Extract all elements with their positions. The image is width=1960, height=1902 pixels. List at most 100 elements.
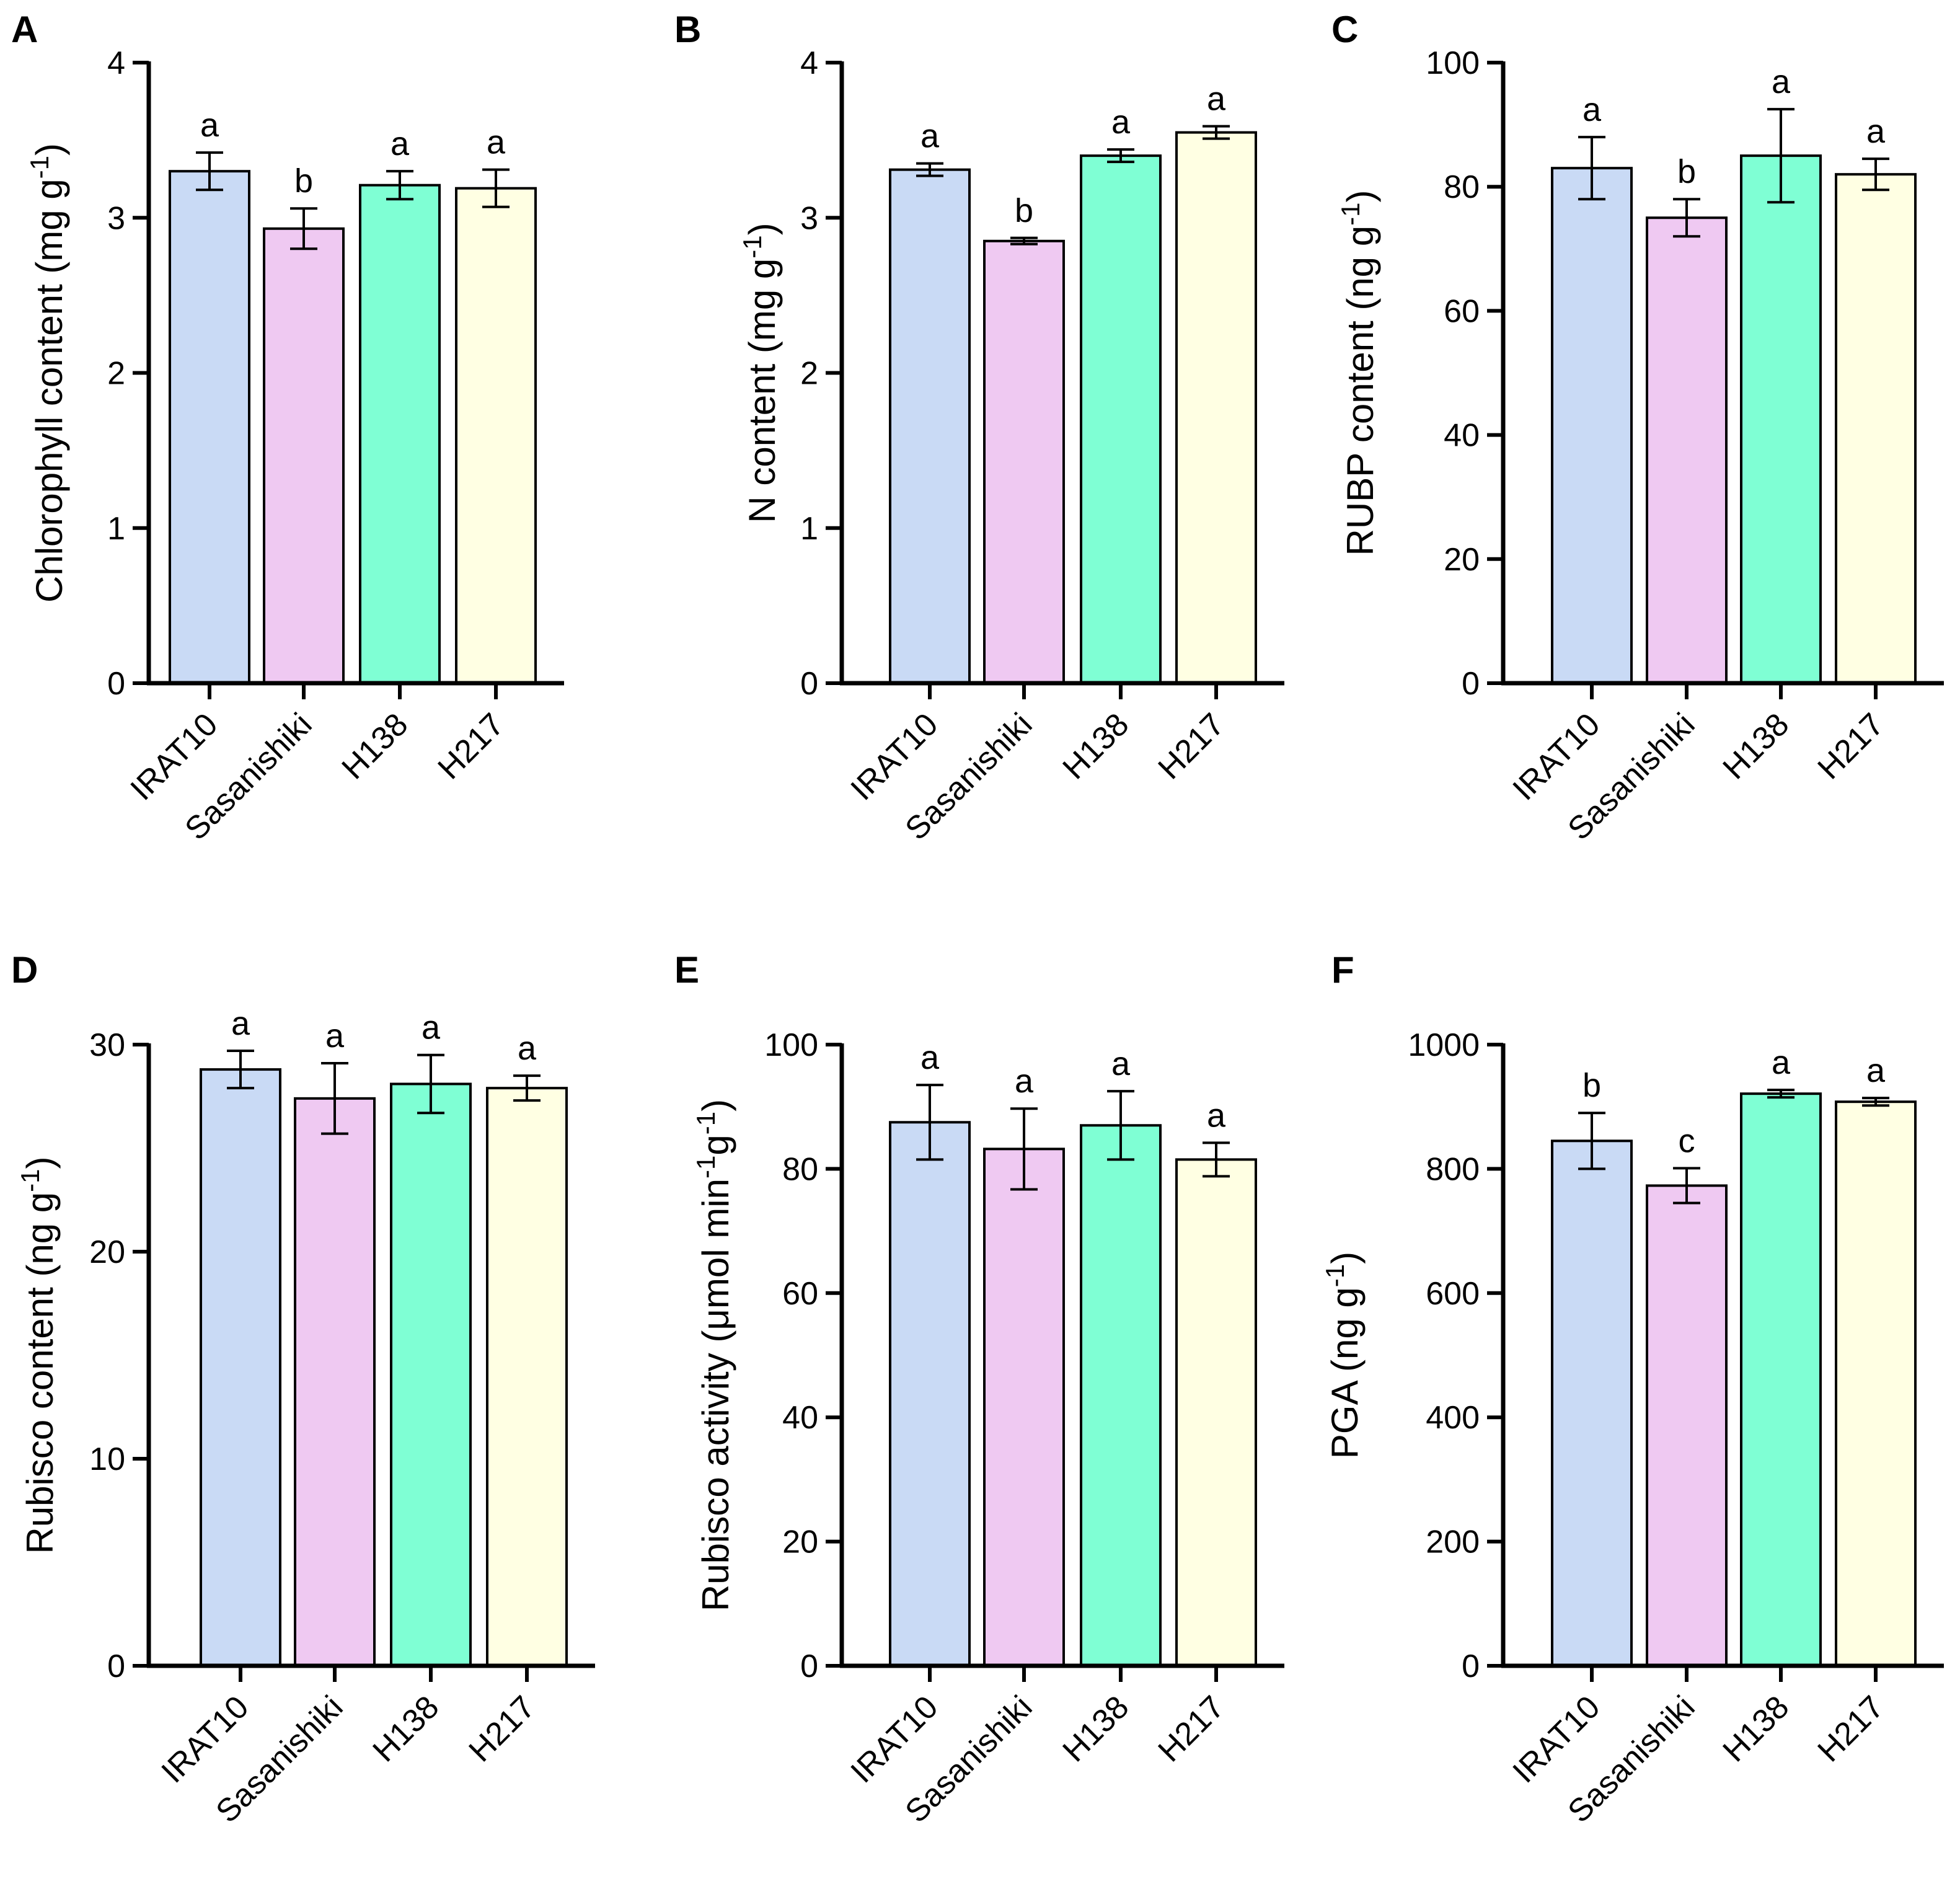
y-axis-title-part: Chlorophyll content (mg g [29,179,70,603]
significance-letter: b [1677,153,1696,190]
bar-h138 [1080,1124,1162,1667]
error-bar [1862,1097,1889,1107]
significance-letter: a [325,1017,345,1055]
significance-letter: a [920,1039,940,1076]
significance-letter: b [1583,1067,1601,1104]
x-tick-label: H217 [1811,1689,1891,1769]
y-axis-title-part: ) [1324,1252,1366,1264]
y-tick-label: 2 [800,356,818,392]
bar-h217 [1835,1100,1917,1667]
y-tick-label: 20 [89,1234,125,1270]
x-tick-label: H217 [1152,706,1232,786]
error-bar [482,168,510,208]
y-tick-label: 800 [1426,1151,1480,1187]
bar-h138 [1740,1092,1822,1667]
panel-letter: A [11,9,38,50]
y-axis-title: Rubisco activity (μmol min-1g-1) [691,1099,736,1611]
x-tick-label: H217 [1811,706,1891,786]
bar-sasanishiki [983,239,1065,685]
bar-sasanishiki [1646,1184,1728,1667]
y-tick-label: 0 [800,666,818,702]
bar-irat10 [889,168,971,684]
y-axis-title-superscript: -1 [691,1112,720,1135]
bar-h138 [390,1082,472,1667]
y-tick-label: 0 [107,666,125,702]
bar-h138 [1080,154,1162,684]
y-tick-label: 200 [1426,1524,1480,1560]
bar-h217 [486,1087,568,1667]
x-tick-label: H217 [431,706,511,786]
error-bar [1107,1090,1134,1161]
y-tick-label: 80 [782,1151,818,1187]
y-axis-title-superscript: -1 [1320,1264,1349,1287]
significance-letter: a [1207,81,1226,118]
bar-sasanishiki [263,227,345,684]
y-axis-title-superscript: -1 [1336,203,1365,226]
significance-letter: a [1111,104,1131,141]
error-bar [417,1053,444,1115]
y-axis-title-superscript: -1 [691,1156,720,1179]
bar-h138 [359,184,441,684]
bar-h217 [1175,131,1257,685]
y-tick-label: 4 [800,45,818,81]
bar-h217 [1835,173,1917,684]
significance-letter: a [1772,1044,1791,1081]
bar-irat10 [1551,1139,1633,1668]
y-axis-title: N content (mg g-1) [738,223,783,523]
y-tick-label: 0 [800,1648,818,1684]
y-axis-title: Rubisco content (ng g-1) [15,1156,61,1554]
error-bar [1578,136,1605,201]
x-tick-label: H217 [1152,1689,1232,1769]
error-bar [1010,1107,1038,1191]
significance-letter: a [1866,1052,1886,1089]
significance-letter: a [1866,113,1886,150]
y-axis-title: RUBP content (ng g-1) [1336,190,1381,556]
bar-sasanishiki [1646,216,1728,684]
error-bar [1107,148,1134,164]
error-bar [1673,198,1700,238]
y-tick-label: 0 [1462,1648,1480,1684]
error-bar [1862,157,1889,192]
error-bar [1203,1141,1230,1178]
error-bar [1673,1167,1700,1205]
bar-h217 [1175,1158,1257,1667]
y-tick-label: 40 [1444,418,1480,454]
y-tick-label: 60 [1444,293,1480,329]
significance-letter: a [391,125,410,162]
y-tick-label: 1 [800,511,818,547]
y-axis-title-part: Rubisco content (ng g [19,1192,61,1554]
y-tick-label: 600 [1426,1276,1480,1312]
y-tick-label: 1 [107,511,125,547]
y-tick-label: 20 [1444,542,1480,578]
y-axis-title-part: ) [695,1099,736,1112]
y-axis-title-part: RUBP content (ng g [1340,226,1381,556]
x-tick-label: H138 [335,706,415,786]
significance-letter: a [1772,63,1791,100]
significance-letter: a [231,1005,250,1042]
error-bar [227,1050,254,1090]
significance-letter: a [1583,91,1602,128]
significance-letter: a [920,118,940,155]
y-axis-title-part: PGA (ng g [1324,1287,1366,1459]
y-tick-label: 100 [1426,45,1480,81]
panel-letter: F [1331,949,1354,991]
significance-letter: a [1015,1063,1034,1100]
y-axis-title-part: ) [1340,190,1381,203]
panel-letter: B [674,9,701,50]
y-axis-title: Chlorophyll content (mg g-1) [25,143,70,603]
y-axis-title-superscript: -1 [738,235,767,258]
bar-sasanishiki [294,1097,376,1667]
x-tick-label: H138 [1056,706,1136,786]
y-tick-label: 10 [89,1441,125,1477]
error-bar [196,151,223,192]
y-tick-label: 3 [800,200,818,236]
y-axis-title-part: ) [19,1156,61,1169]
y-tick-label: 400 [1426,1400,1480,1436]
significance-letter: a [487,124,506,161]
bar-irat10 [889,1121,971,1667]
